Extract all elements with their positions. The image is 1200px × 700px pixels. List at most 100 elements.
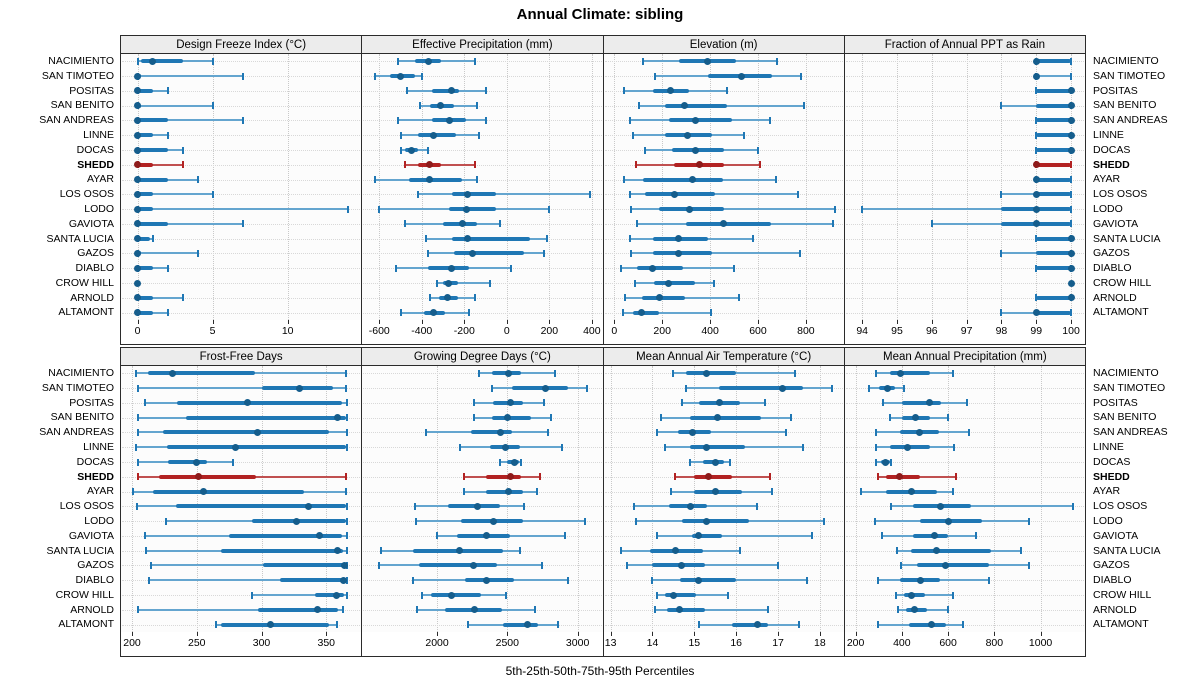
median-dot	[448, 87, 456, 95]
iqr-bar	[652, 251, 713, 256]
whisker-cap	[764, 399, 767, 407]
horizontal-gridline	[845, 491, 1084, 493]
percentile-row	[604, 381, 844, 396]
whisker-cap	[413, 502, 416, 510]
whisker-cap	[436, 532, 439, 540]
whisker-cap	[535, 488, 538, 496]
median-dot	[334, 547, 342, 555]
percentile-row	[362, 128, 602, 143]
whisker-cap	[472, 399, 475, 407]
whisker-cap	[899, 561, 902, 569]
median-dot	[489, 517, 497, 525]
whisker-line	[1001, 252, 1072, 255]
median-dot	[425, 176, 433, 184]
percentile-row	[362, 172, 602, 187]
percentile-row	[121, 217, 361, 232]
horizontal-gridline	[845, 609, 1084, 611]
horizontal-gridline	[122, 150, 361, 152]
iqr-bar	[137, 310, 153, 315]
median-dot	[443, 294, 451, 302]
percentile-row	[845, 113, 1085, 128]
median-dot	[469, 249, 477, 257]
iqr-bar	[486, 474, 522, 479]
median-dot	[470, 561, 478, 569]
station-label: AYAR	[86, 173, 114, 186]
panel-title: Elevation (m)	[603, 36, 844, 54]
median-dot	[134, 190, 142, 198]
median-dot	[688, 176, 696, 184]
median-dot	[510, 458, 518, 466]
percentile-row	[604, 543, 844, 558]
median-dot	[704, 57, 712, 65]
whisker-cap	[346, 428, 348, 436]
whisker-cap	[875, 428, 878, 436]
vertical-gridline	[948, 366, 950, 632]
whisker-cap	[806, 576, 809, 584]
panel-axis: 13 14 15 16 17 18	[604, 632, 844, 658]
vertical-gridline	[736, 366, 738, 632]
station-label: AYAR	[86, 485, 114, 498]
whisker-cap	[541, 561, 544, 569]
iqr-bar	[491, 415, 532, 420]
whisker-cap	[132, 488, 135, 496]
station-label: LODO	[84, 514, 114, 527]
whisker-cap	[680, 399, 683, 407]
horizontal-gridline	[845, 283, 1084, 285]
whisker-cap	[166, 264, 169, 272]
whisker-cap	[147, 576, 150, 584]
axis-tick-label: 200	[123, 637, 141, 649]
whisker-cap	[876, 621, 879, 629]
whisker-cap	[962, 621, 965, 629]
vertical-gridline	[421, 54, 423, 320]
median-dot	[506, 399, 514, 407]
whisker-line	[654, 608, 768, 611]
whisker-cap	[504, 591, 507, 599]
whisker-cap	[710, 309, 713, 317]
whisker-cap	[756, 502, 759, 510]
station-label: NACIMIENTO	[48, 55, 114, 68]
horizontal-gridline	[363, 462, 602, 464]
median-dot	[1067, 249, 1075, 257]
median-dot	[541, 384, 549, 392]
station-label: SAN ANDREAS	[39, 114, 114, 127]
whisker-cap	[987, 576, 990, 584]
median-dot	[1067, 146, 1075, 154]
iqr-bar	[1036, 177, 1072, 182]
whisker-cap	[626, 561, 629, 569]
whisker-cap	[1019, 547, 1022, 555]
whisker-cap	[632, 131, 635, 139]
whisker-cap	[164, 517, 167, 525]
whisker-cap	[636, 220, 639, 228]
percentile-row	[362, 455, 602, 470]
median-dot	[134, 161, 142, 169]
percentile-row	[121, 543, 361, 558]
iqr-bar	[885, 474, 921, 479]
axis-tick-label: 600	[749, 325, 767, 337]
whisker-cap	[633, 279, 636, 287]
median-dot	[695, 161, 703, 169]
whisker-cap	[903, 384, 906, 392]
percentile-row	[604, 469, 844, 484]
iqr-bar	[137, 88, 153, 93]
percentile-row	[362, 69, 602, 84]
whisker-cap	[797, 621, 800, 629]
median-dot	[944, 517, 952, 525]
whisker-cap	[346, 399, 348, 407]
median-dot	[458, 220, 466, 228]
whisker-cap	[628, 235, 631, 243]
iqr-bar	[690, 445, 745, 450]
whisker-cap	[882, 399, 885, 407]
percentile-row	[121, 588, 361, 603]
whisker-cap	[425, 235, 428, 243]
percentile-row	[121, 617, 361, 632]
percentile-row	[121, 573, 361, 588]
panel: Growing Degree Days (°C) 2000 2500 3000	[362, 347, 604, 657]
whisker-cap	[151, 235, 154, 243]
vertical-gridline	[1071, 54, 1073, 320]
median-dot	[333, 591, 341, 599]
percentile-row	[604, 410, 844, 425]
axis-tick-label: 0	[134, 325, 141, 337]
iqr-bar	[664, 103, 727, 108]
percentile-row	[845, 217, 1085, 232]
whisker-line	[891, 505, 1073, 508]
